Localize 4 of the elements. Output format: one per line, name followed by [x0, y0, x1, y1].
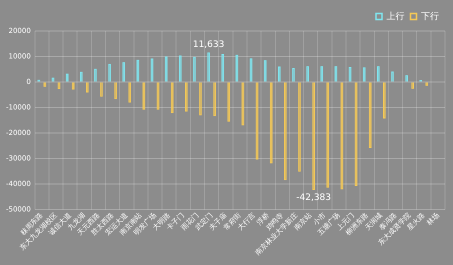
legend-label: 下行	[421, 10, 439, 22]
data-label: -42,383	[296, 192, 332, 203]
legend-label: 上行	[386, 10, 404, 22]
data-label: 11,633	[192, 40, 224, 50]
